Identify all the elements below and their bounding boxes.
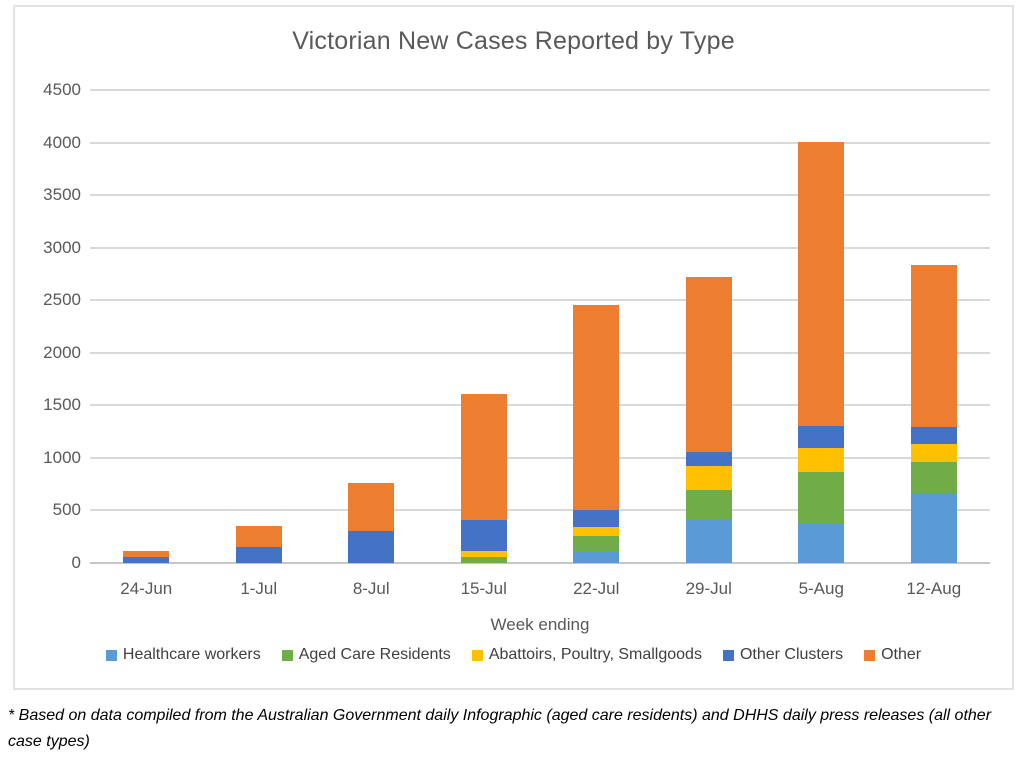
bar-segment-other-clusters (798, 426, 845, 449)
bar-segment-other (235, 525, 282, 548)
legend-item-aged-care-residents: Aged Care Residents (281, 646, 451, 664)
bar-segment-other (123, 550, 170, 557)
bar-segment-abattoirs-poultry-smallgoods (685, 465, 732, 490)
gridline-2000 (90, 351, 990, 354)
bar-segment-aged-care-residents (573, 535, 620, 551)
chart-title: Victorian New Cases Reported by Type (292, 27, 735, 55)
legend-swatch-icon (281, 649, 293, 661)
y-tick-label-1500: 1500 (43, 395, 81, 415)
bar-segment-other-clusters (123, 556, 170, 563)
legend-item-other-clusters: Other Clusters (722, 646, 844, 664)
bar-segment-healthcare-workers (573, 550, 620, 563)
bar-15-Jul (460, 90, 507, 563)
legend-swatch-icon (864, 649, 876, 661)
bar-segment-abattoirs-poultry-smallgoods (573, 527, 620, 536)
bar-segment-healthcare-workers (798, 522, 845, 563)
gridline-0 (90, 562, 990, 564)
gridline-3500 (90, 194, 990, 197)
bar-segment-aged-care-residents (685, 489, 732, 520)
bar-segment-other (685, 277, 732, 452)
gridline-4500 (90, 89, 990, 91)
legend-label: Abattoirs, Poultry, Smallgoods (488, 646, 702, 663)
x-tick-label-15-Jul: 15-Jul (460, 579, 507, 598)
y-tick-label-4000: 4000 (43, 132, 81, 152)
bar-segment-healthcare-workers (910, 492, 957, 563)
y-tick-label-3500: 3500 (43, 185, 81, 205)
bar-segment-other-clusters (235, 547, 282, 563)
gridline-1500 (90, 404, 990, 407)
legend: Healthcare workers Aged Care Residents Aba… (15, 646, 1012, 664)
x-tick-label-24-Jun: 24-Jun (120, 579, 173, 598)
bar-29-Jul (685, 90, 732, 563)
bar-24-Jun (123, 90, 170, 563)
x-tick-label-29-Jul: 29-Jul (685, 579, 732, 598)
y-tick-label-4500: 4500 (43, 80, 81, 99)
legend-label: Other (881, 646, 922, 663)
legend-label: Healthcare workers (122, 646, 261, 663)
legend-item-other: Other (864, 646, 921, 664)
y-tick-label-1000: 1000 (43, 447, 81, 467)
bar-12-Aug (910, 90, 957, 563)
bar-segment-aged-care-residents (798, 471, 845, 523)
bar-segment-abattoirs-poultry-smallgoods (798, 448, 845, 472)
legend-item-healthcare-workers: Healthcare workers (105, 646, 261, 664)
plot-area (90, 89, 990, 564)
bar-segment-other (910, 264, 957, 428)
x-tick-label-12-Aug: 12-Aug (906, 579, 962, 598)
bar-1-Jul (235, 90, 282, 563)
gridline-500 (90, 509, 990, 512)
y-tick-label-0: 0 (71, 553, 81, 572)
bar-segment-other (798, 142, 845, 427)
bar-segment-other (573, 304, 620, 511)
bar-segment-abattoirs-poultry-smallgoods (910, 444, 957, 463)
legend-swatch-icon (722, 649, 734, 661)
bar-segment-other-clusters (685, 451, 732, 466)
bar-segment-aged-care-residents (910, 462, 957, 493)
y-tick-label-2000: 2000 (43, 342, 81, 362)
legend-label: Aged Care Residents (298, 646, 451, 663)
legend-item-abattoirs-poultry-smallgoods: Abattoirs, Poultry, Smallgoods (471, 646, 702, 664)
legend-swatch-icon (471, 649, 483, 661)
bar-segment-other-clusters (573, 510, 620, 528)
bar-segment-other-clusters (460, 519, 507, 552)
footnote: * Based on data compiled from the Austra… (8, 707, 992, 750)
x-tick-label-22-Jul: 22-Jul (573, 579, 620, 598)
bar-8-Jul (348, 90, 395, 563)
bar-segment-other-clusters (910, 427, 957, 445)
y-tick-label-3000: 3000 (43, 237, 81, 257)
bar-5-Aug (798, 90, 845, 563)
gridline-1000 (90, 456, 990, 459)
bar-22-Jul (573, 90, 620, 563)
y-tick-label-2500: 2500 (43, 290, 81, 310)
y-tick-label-500: 500 (52, 500, 81, 520)
bar-segment-other (460, 393, 507, 520)
x-tick-label-1-Jul: 1-Jul (240, 579, 278, 598)
chart-frame: Victorian New Cases Reported by Type 0 50… (13, 5, 1014, 690)
bar-segment-aged-care-residents (460, 556, 507, 563)
gridline-4000 (90, 141, 990, 144)
x-axis-title: Week ending (490, 615, 590, 634)
legend-label: Other Clusters (739, 646, 844, 663)
x-tick-label-5-Aug: 5-Aug (798, 579, 844, 598)
bar-segment-other-clusters (348, 530, 395, 563)
bar-segment-other (348, 483, 395, 531)
bar-segment-healthcare-workers (685, 519, 732, 563)
legend-swatch-icon (105, 649, 117, 661)
gridline-2500 (90, 299, 990, 302)
bar-segment-abattoirs-poultry-smallgoods (460, 551, 507, 557)
gridline-3000 (90, 246, 990, 249)
x-tick-label-8-Jul: 8-Jul (352, 579, 390, 598)
